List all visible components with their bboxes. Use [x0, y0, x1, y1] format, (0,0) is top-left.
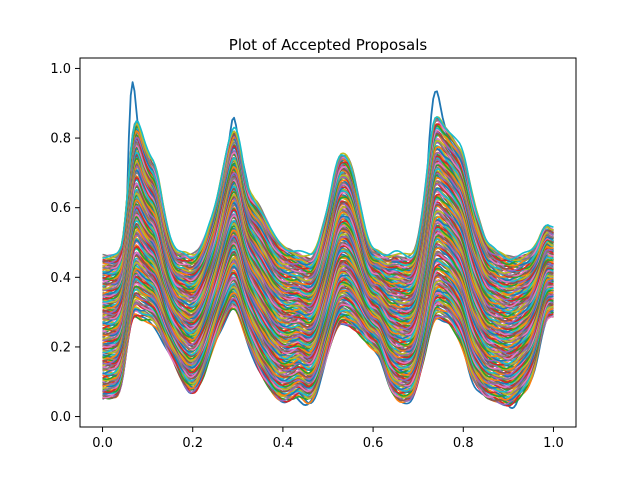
x-tick-label-1: 0.2 — [182, 436, 203, 451]
x-tick-label-2: 0.4 — [273, 436, 294, 451]
y-tick-label-1: 0.2 — [50, 340, 71, 355]
axes-layer: 0.0 0.2 0.4 0.6 0.8 1.0 0.0 0.2 0.4 0.6 0.8 1.0 — [50, 57, 577, 451]
y-tick-label-5: 1.0 — [50, 62, 71, 77]
y-tick-label-3: 0.6 — [50, 201, 71, 216]
x-tick-label-4: 0.8 — [453, 436, 474, 451]
plot-frame — [79, 57, 577, 428]
x-tick-label-5: 1.0 — [543, 436, 564, 451]
chart-title: Plot of Accepted Proposals — [229, 36, 428, 54]
y-tick-label-2: 0.4 — [50, 271, 71, 286]
y-tick-label-0: 0.0 — [50, 410, 71, 425]
series-line-200 — [102, 116, 554, 261]
series-layer — [102, 81, 555, 410]
y-tick-label-4: 0.8 — [50, 132, 71, 147]
x-tick-label-3: 0.6 — [363, 436, 384, 451]
x-tick-label-0: 0.0 — [92, 436, 113, 451]
